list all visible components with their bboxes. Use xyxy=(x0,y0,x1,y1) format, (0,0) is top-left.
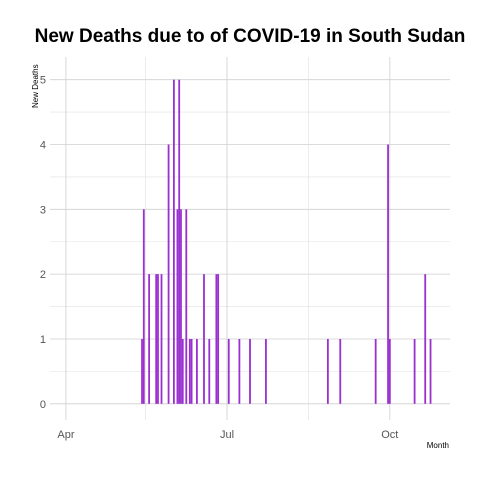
bar xyxy=(190,338,193,404)
bar xyxy=(148,274,151,404)
bar xyxy=(181,338,184,404)
bar xyxy=(157,274,159,404)
bar xyxy=(217,274,220,404)
bar xyxy=(185,209,188,404)
y-tick-label: 3 xyxy=(40,204,46,216)
bar xyxy=(141,338,143,404)
bar xyxy=(188,338,191,404)
bar xyxy=(160,274,163,404)
y-tick-label: 4 xyxy=(40,140,46,152)
y-tick-labels: 0 1 2 3 4 5 xyxy=(40,75,46,411)
bar xyxy=(203,274,205,404)
x-tick-label: Oct xyxy=(381,429,398,441)
bar xyxy=(429,338,432,404)
bars xyxy=(141,79,432,404)
bar xyxy=(178,79,181,404)
bar xyxy=(249,338,251,404)
bar xyxy=(172,79,175,404)
y-axis-title: New Deaths xyxy=(31,64,40,108)
bar xyxy=(155,274,158,404)
bar xyxy=(388,338,391,404)
x-axis-title: Month xyxy=(427,441,449,450)
x-tick-label: Apr xyxy=(57,429,74,441)
bar xyxy=(180,209,182,404)
chart-title: New Deaths due to of COVID-19 in South S… xyxy=(34,26,466,47)
bar xyxy=(215,274,218,404)
bar xyxy=(142,209,145,404)
bar xyxy=(196,338,198,404)
bar xyxy=(387,144,389,404)
x-tick-label: Jul xyxy=(220,429,234,441)
bar xyxy=(176,209,179,404)
y-tick-label: 2 xyxy=(40,269,46,281)
bar xyxy=(167,144,170,404)
y-tick-label: 0 xyxy=(40,399,46,411)
x-tick-labels: Apr Jul Oct xyxy=(57,429,398,441)
bar xyxy=(227,338,230,404)
bar xyxy=(265,338,267,404)
bar xyxy=(326,338,329,404)
y-tick-label: 1 xyxy=(40,334,46,346)
bar xyxy=(339,338,342,404)
bar xyxy=(374,338,377,404)
bar xyxy=(238,338,241,404)
bar xyxy=(413,338,416,404)
bar xyxy=(424,274,427,404)
bar xyxy=(208,338,211,404)
y-tick-label: 5 xyxy=(40,75,46,87)
